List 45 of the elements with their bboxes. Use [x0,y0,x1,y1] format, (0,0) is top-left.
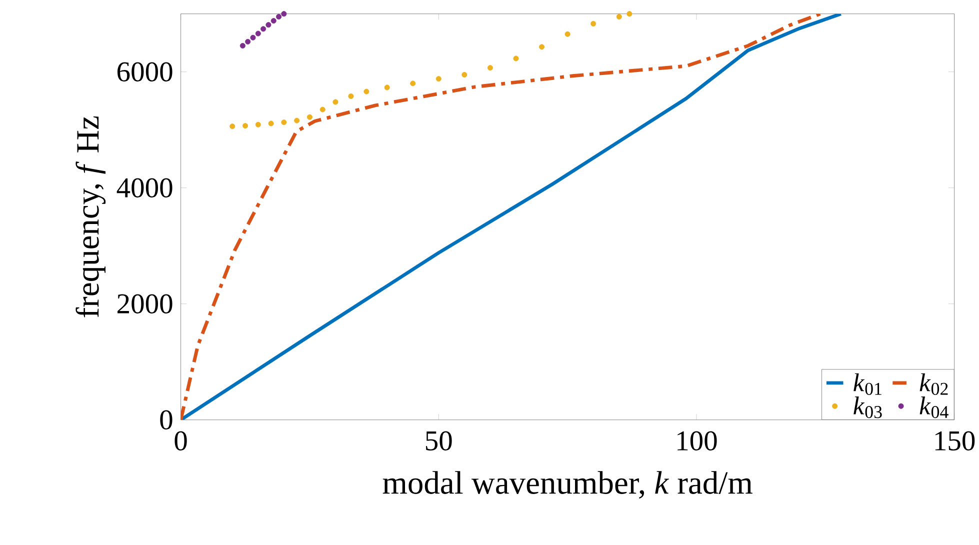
point [245,38,251,44]
point [332,99,338,105]
point [242,122,248,128]
point [294,118,300,124]
point [270,18,276,24]
y-tick-label: 6000 [117,62,172,82]
point [281,119,287,125]
point [513,56,519,62]
point [230,123,236,129]
point [348,93,354,99]
point [487,64,493,70]
point [240,42,246,48]
point [564,31,570,37]
y-tick-label: 0 [160,410,172,430]
point [364,88,370,94]
point [320,106,326,112]
legend-label: k$_{01}$ [854,373,882,395]
legend-label: k$_{02}$ [920,373,948,395]
point [268,120,274,126]
y-axis-title: frequency, f Hz [76,116,106,318]
x-tick-label: 150 [935,431,975,450]
x-tick-label: 0 [174,431,187,450]
y-tick-label: 4000 [116,178,172,198]
y-tick-label: 2000 [118,294,172,314]
point [616,14,622,20]
point [281,10,287,16]
x-tick-label: 50 [426,431,452,450]
point [250,34,256,40]
x-axis-title: modal wavenumber, k rad/m [382,470,752,498]
point [260,26,266,32]
point [462,72,468,78]
x-tick-label: 100 [678,431,717,450]
point [410,80,416,86]
legend-label: k$_{04}$ [920,396,948,418]
point [384,84,390,90]
point [266,22,272,28]
point [539,44,545,50]
point [255,30,261,36]
point [276,14,282,20]
legend-label: k$_{03}$ [854,396,882,418]
point [306,114,312,120]
point [255,122,261,128]
point [590,20,596,26]
point [436,76,442,82]
point [626,10,632,16]
